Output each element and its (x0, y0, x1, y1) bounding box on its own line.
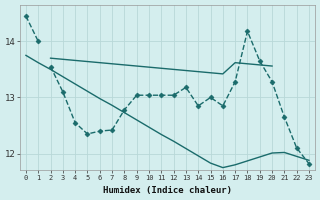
X-axis label: Humidex (Indice chaleur): Humidex (Indice chaleur) (103, 186, 232, 195)
